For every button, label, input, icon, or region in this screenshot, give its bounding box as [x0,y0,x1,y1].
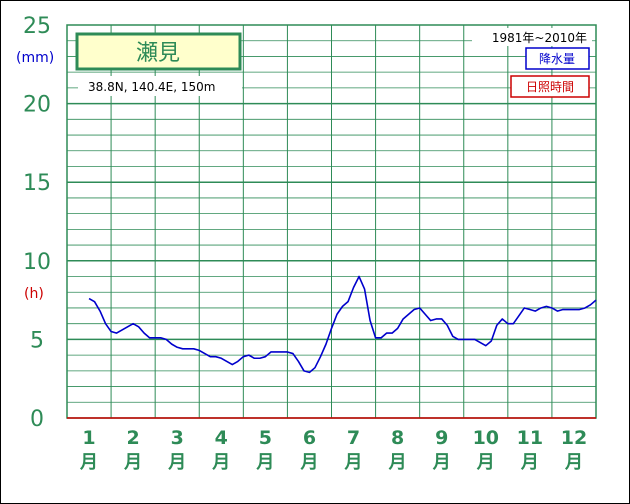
x-tick-labels: 1 月 2 月 3 月 4 月 5 月 6 月 7 月 8 月 9 月 10 月 11 月 12 月 [79,427,587,473]
y-tick-label: 5 [30,328,44,353]
location-bg [78,76,242,96]
x-tick-label-unit: 月 [211,452,230,473]
unit-precipitation: (mm) [16,50,54,66]
x-tick-label-number: 9 [435,427,448,449]
x-tick-label-unit: 月 [432,452,451,473]
x-tick-label-unit: 月 [123,452,142,473]
x-tick-label-number: 11 [517,427,543,449]
station-location: 38.8N, 140.4E, 150m [88,80,215,94]
x-tick-label-unit: 月 [520,452,539,473]
x-tick-label-unit: 月 [255,452,274,473]
x-tick-label-unit: 月 [344,452,363,473]
x-tick-label-unit: 月 [564,452,583,473]
x-tick-label-unit: 月 [167,452,186,473]
x-tick-label-unit: 月 [79,452,98,473]
series-group [88,275,597,374]
x-tick-label-number: 7 [347,427,360,449]
legend-precipitation-box [525,47,590,70]
series-line-sunshine [88,275,597,374]
station-title-box [75,32,242,71]
x-tick-label-unit: 月 [388,452,407,473]
y-tick-label: 25 [23,14,51,39]
y-tick-labels: 0 5 10 15 20 25 [23,14,51,432]
x-tick-label-number: 6 [303,427,316,449]
x-tick-label-unit: 月 [476,452,495,473]
legend-sunshine-box [510,75,590,98]
period-bg [472,28,592,46]
y-tick-label: 10 [23,250,51,275]
x-tick-label-unit: 月 [299,452,318,473]
x-tick-label-number: 8 [391,427,404,449]
y-tick-label: 20 [23,93,51,118]
legend-precipitation: 降水量 [539,52,575,66]
unit-sunshine: (h) [24,286,44,302]
x-tick-label-number: 10 [473,427,499,449]
period-label: 1981年~2010年 [492,31,587,45]
x-tick-label-number: 2 [127,427,140,449]
y-tick-label: 0 [30,407,44,432]
x-tick-label-number: 5 [259,427,272,449]
legend-sunshine: 日照時間 [526,80,574,94]
y-tick-label: 15 [23,171,51,196]
x-tick-label-number: 12 [561,427,587,449]
station-name: 瀬見 [136,41,180,66]
x-tick-label-number: 3 [171,427,184,449]
x-tick-label-number: 4 [215,427,228,449]
x-tick-label-number: 1 [82,427,95,449]
